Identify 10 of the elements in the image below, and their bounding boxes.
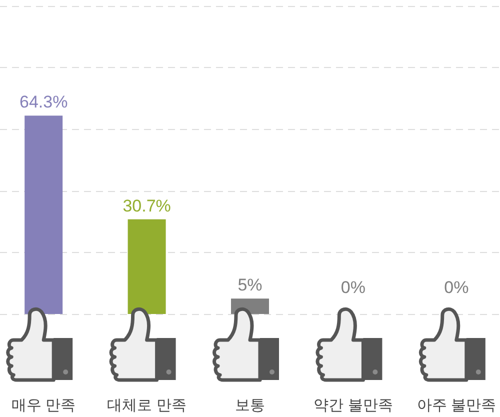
data-label: 64.3% <box>20 92 68 112</box>
data-label: 0% <box>444 278 469 297</box>
data-label: 5% <box>238 276 262 295</box>
data-label: 30.7% <box>122 196 171 216</box>
x-tick-label: 대체로 만족 <box>107 397 186 414</box>
data-label: 0% <box>340 278 366 297</box>
x-tick-label: 약간 불만족 <box>314 397 393 414</box>
x-tick-label: 보통 <box>235 397 265 414</box>
x-tick-label: 매우 만족 <box>12 397 76 414</box>
x-tick-label: 아주 불만족 <box>416 397 496 414</box>
